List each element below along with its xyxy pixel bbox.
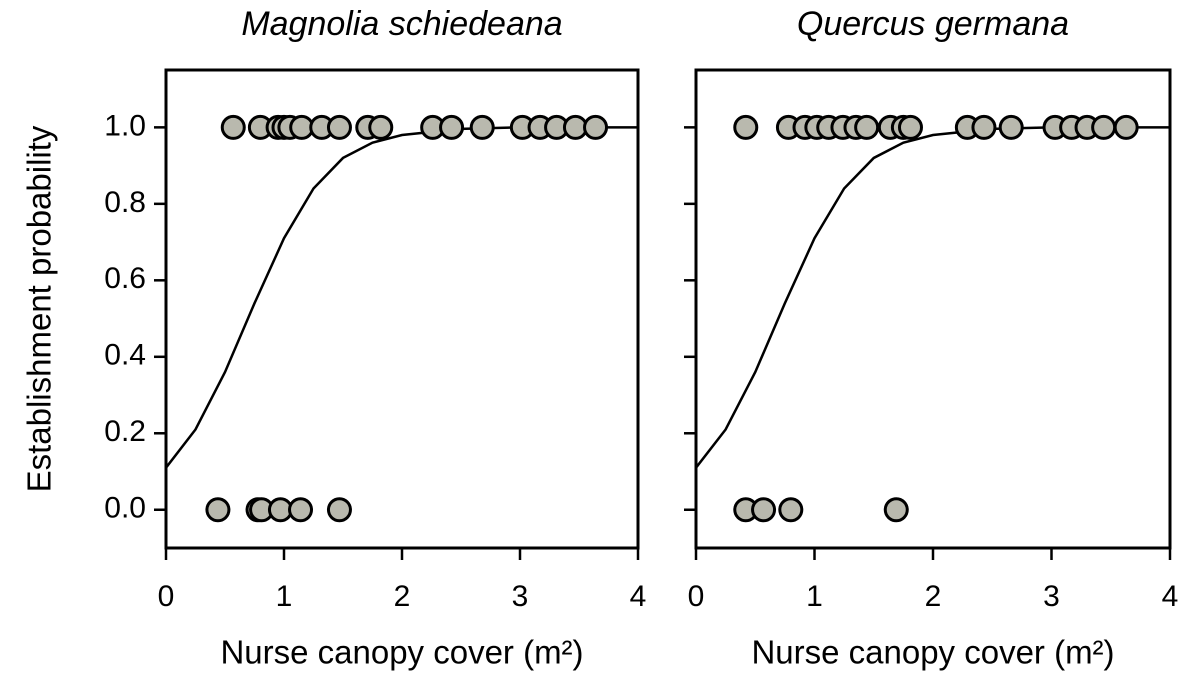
x-tick-label: 4	[630, 580, 647, 613]
point	[583, 114, 609, 140]
point	[439, 114, 465, 140]
x-tick-label: 0	[158, 580, 175, 613]
fit-curve	[166, 126, 638, 469]
x-tick-label: 4	[1162, 580, 1179, 613]
point	[883, 497, 909, 523]
point	[326, 497, 352, 523]
y-axis-label: Establishment probability	[21, 125, 58, 492]
x-tick-label: 3	[512, 580, 529, 613]
fit-curve	[696, 126, 1170, 469]
panel-title: Quercus germana	[797, 5, 1069, 43]
point	[205, 497, 231, 523]
point	[1091, 114, 1117, 140]
y-tick-label: 0.8	[104, 186, 146, 219]
x-axis-label: Nurse canopy cover (m²)	[220, 634, 583, 671]
x-tick-label: 1	[806, 580, 823, 613]
y-tick-label: 1.0	[104, 109, 146, 142]
point	[288, 497, 314, 523]
point	[897, 114, 923, 140]
y-tick-label: 0.4	[104, 339, 146, 372]
point	[751, 497, 777, 523]
point	[778, 497, 804, 523]
panel-title: Magnolia schiedeana	[241, 5, 562, 43]
plot-frame	[694, 68, 1172, 550]
plot-frame	[164, 68, 640, 550]
x-tick-label: 2	[925, 580, 942, 613]
point	[854, 114, 880, 140]
x-tick-label: 2	[394, 580, 411, 613]
point	[998, 114, 1024, 140]
y-tick-label: 0.6	[104, 262, 146, 295]
y-tick-label: 0.2	[104, 415, 146, 448]
point	[971, 114, 997, 140]
x-axis-label: Nurse canopy cover (m²)	[751, 634, 1114, 671]
point	[368, 114, 394, 140]
point	[1113, 114, 1139, 140]
point	[469, 114, 495, 140]
y-tick-label: 0.0	[104, 492, 146, 525]
point	[220, 114, 246, 140]
point	[733, 114, 759, 140]
x-tick-label: 3	[1043, 580, 1060, 613]
point	[326, 114, 352, 140]
x-tick-label: 1	[276, 580, 293, 613]
x-tick-label: 0	[688, 580, 705, 613]
